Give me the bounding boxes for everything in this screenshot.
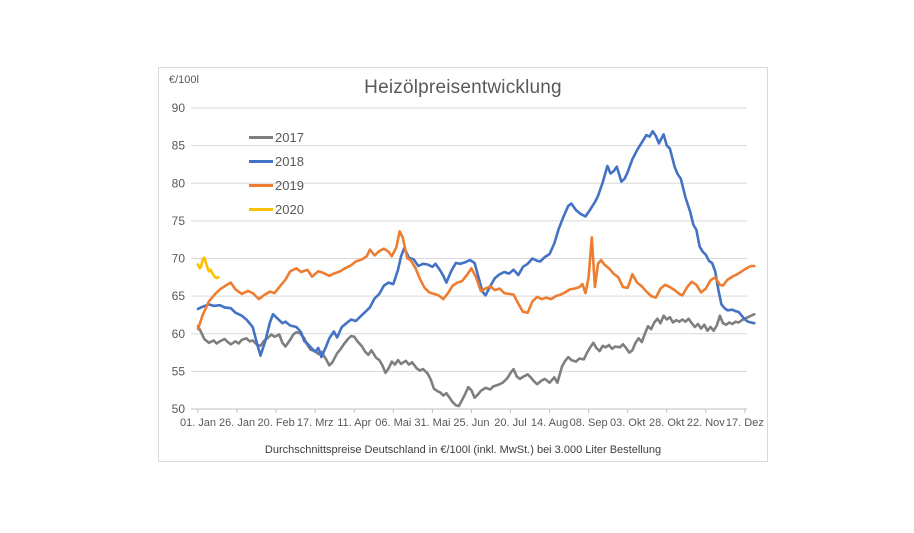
x-tick-label: 17. Dez — [726, 417, 764, 429]
legend-label-2017: 2017 — [275, 129, 304, 145]
y-tick-label: 60 — [172, 327, 186, 341]
chart-legend: 2017 2018 2019 2020 — [249, 125, 304, 221]
legend-swatch-2019 — [249, 183, 273, 187]
legend-item-2020: 2020 — [249, 197, 304, 221]
legend-item-2019: 2019 — [249, 173, 304, 197]
x-tick-label: 25. Jun — [453, 417, 489, 429]
x-tick-label: 20. Feb — [257, 417, 294, 429]
series-line-2018 — [196, 129, 756, 359]
legend-label-2019: 2019 — [275, 177, 304, 193]
chart-caption: Durchschnittspreise Deutschland in €/100… — [264, 444, 662, 456]
y-axis-unit-label: €/100l — [169, 74, 199, 86]
x-tick-label: 06. Mai — [375, 417, 411, 429]
legend-swatch-2020 — [249, 207, 273, 211]
heating-oil-price-chart: €/100l Heizölpreisentwicklung 90 85 80 75 70… — [158, 67, 768, 462]
legend-label-2018: 2018 — [275, 153, 304, 169]
x-tick-label: 20. Jul — [494, 417, 526, 429]
series-line-2020 — [196, 256, 220, 280]
x-tick-label: 17. Mrz — [297, 417, 334, 429]
x-tick-label: 14. Aug — [531, 417, 568, 429]
y-tick-label: 65 — [172, 289, 186, 303]
y-tick-label: 90 — [172, 101, 186, 115]
x-tick-label: 26. Jan — [219, 417, 255, 429]
series-line-2019 — [196, 230, 756, 331]
legend-swatch-2018 — [249, 159, 273, 163]
y-tick-label: 55 — [172, 364, 186, 378]
x-tick-label: 01. Jan — [180, 417, 216, 429]
legend-swatch-2017 — [249, 135, 273, 139]
x-tick-label: 28. Okt — [649, 417, 684, 429]
legend-item-2017: 2017 — [249, 125, 304, 149]
x-tick-label: 22. Nov — [687, 417, 725, 429]
x-tick-label: 08. Sep — [570, 417, 608, 429]
y-tick-label: 85 — [172, 139, 186, 153]
y-tick-label: 75 — [172, 214, 186, 228]
y-tick-label: 50 — [172, 402, 186, 416]
x-tick-label: 31. Mai — [414, 417, 450, 429]
y-axis-tick-labels: 90 85 80 75 70 65 60 55 50 — [172, 101, 186, 416]
y-tick-label: 80 — [172, 176, 186, 190]
y-tick-label: 70 — [172, 252, 186, 266]
series-line-2017 — [196, 312, 756, 408]
x-tick-label: 11. Apr — [337, 417, 371, 429]
x-tick-label: 03. Okt — [610, 417, 645, 429]
legend-label-2020: 2020 — [275, 201, 304, 217]
gridlines — [191, 107, 747, 410]
chart-title: Heizölpreisentwicklung — [364, 77, 562, 98]
legend-item-2018: 2018 — [249, 149, 304, 173]
x-axis-ticks: 01. Jan 26. Jan 20. Feb 17. Mrz 11. Apr 06. M… — [180, 409, 764, 429]
